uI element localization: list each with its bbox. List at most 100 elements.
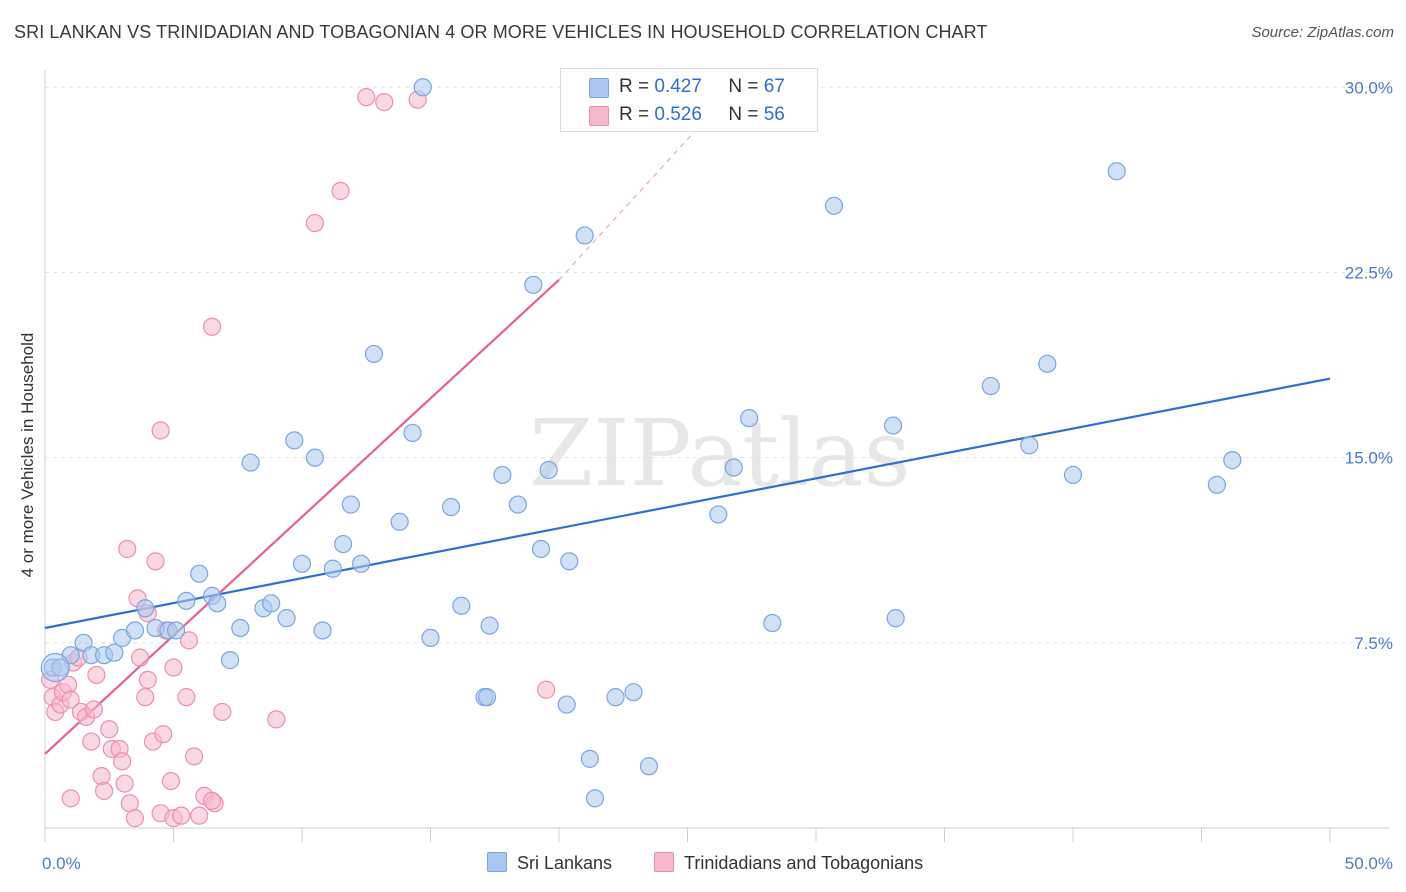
data-point-sri-lankans (390, 512, 409, 531)
data-point-sri-lankans (220, 651, 240, 670)
y-tick-label: 22.5% (1345, 263, 1393, 282)
data-point-sri-lankans (190, 564, 209, 583)
data-point-sri-lankans (560, 552, 579, 571)
x-tick-label: 0.0% (42, 854, 81, 873)
data-point-trinidadians (177, 688, 196, 707)
data-point-sri-lankans (364, 344, 384, 364)
data-point-sri-lankans (421, 628, 440, 647)
data-point-trinidadians (331, 181, 350, 201)
bottom-legend-trinidadians: Trinidadians and Tobagonians (654, 852, 923, 874)
bottom-legend-label: Trinidadians and Tobagonians (684, 853, 924, 873)
data-point-trinidadians (164, 658, 183, 677)
data-point-sri-lankans (292, 554, 312, 573)
data-point-sri-lankans (824, 196, 844, 215)
data-point-sri-lankans (166, 621, 186, 640)
data-point-trinidadians (202, 791, 222, 810)
bottom-legend-sri-lankans: Sri Lankans (487, 852, 612, 874)
data-point-sri-lankans (241, 453, 260, 472)
trend-line-trinidadians (44, 279, 560, 755)
data-point-trinidadians (82, 732, 101, 751)
legend-r-value: 0.427 (654, 76, 702, 97)
data-point-trinidadians (125, 809, 145, 828)
x-tick-labels: 0.0% 50.0% (42, 854, 1393, 873)
data-point-sri-lankans (539, 460, 558, 480)
data-point-sri-lankans (524, 275, 543, 294)
data-point-sri-lankans (575, 226, 594, 245)
trend-lines (44, 96, 1331, 755)
data-point-sri-lankans (883, 416, 903, 435)
data-point-sri-lankans (208, 594, 227, 613)
data-point-sri-lankans (1207, 475, 1227, 494)
legend-swatch-blue (589, 78, 609, 98)
data-point-trinidadians (154, 725, 173, 744)
data-point-sri-lankans (323, 559, 342, 578)
data-point-sri-lankans (1020, 436, 1039, 455)
data-point-trinidadians (151, 421, 170, 440)
legend-swatch-pink (589, 106, 609, 126)
data-point-trinidadians (136, 688, 155, 707)
data-point-trinidadians (190, 806, 209, 825)
y-tick-label: 30.0% (1345, 78, 1393, 97)
data-point-sri-lankans (580, 749, 599, 768)
grid-lines (45, 86, 1390, 644)
data-point-trinidadians (61, 690, 80, 709)
legend-n-value: 67 (763, 76, 785, 97)
trend-line-trinidadians-extension (558, 96, 727, 281)
legend-n-value: 56 (763, 104, 785, 125)
data-point-sri-lankans (341, 495, 360, 514)
data-point-trinidadians (305, 213, 324, 233)
data-point-trinidadians (202, 317, 222, 336)
y-tick-labels: 7.5% 15.0% 22.5% 30.0% (1345, 78, 1393, 653)
data-point-trinidadians (213, 702, 232, 722)
data-point-trinidadians (115, 774, 134, 793)
data-point-trinidadians (95, 781, 114, 801)
data-point-trinidadians (92, 767, 111, 786)
legend-r-label: R = (619, 76, 650, 97)
data-point-sri-lankans (639, 757, 659, 776)
data-point-sri-lankans (531, 539, 551, 559)
data-point-trinidadians (267, 710, 286, 729)
data-point-sri-lankans (886, 609, 905, 628)
data-point-trinidadians (146, 552, 165, 571)
data-point-sri-lankans (441, 497, 461, 517)
chart-title: SRI LANKAN VS TRINIDADIAN AND TOBAGONIAN… (14, 22, 988, 42)
data-point-trinidadians (184, 747, 204, 766)
data-point-sri-lankans (105, 643, 124, 662)
data-point-sri-lankans (606, 688, 625, 707)
data-point-sri-lankans (136, 599, 155, 618)
data-point-sri-lankans (740, 409, 759, 428)
data-point-sri-lankans (1038, 354, 1057, 373)
data-point-trinidadians (357, 88, 376, 107)
data-point-sri-lankans (1063, 465, 1083, 485)
data-point-sri-lankans (493, 465, 512, 485)
data-point-trinidadians (537, 680, 556, 699)
data-point-sri-lankans (709, 505, 728, 524)
data-point-sri-lankans (1107, 162, 1126, 181)
x-tick-label: 50.0% (1345, 854, 1393, 873)
source-label: Source: ZipAtlas.com (1251, 24, 1394, 41)
bottom-legend-swatch-pink (654, 852, 674, 872)
data-point-sri-lankans (313, 621, 332, 640)
legend: R = 0.427 N = 67 R = 0.526 N = 56 (560, 68, 818, 132)
data-point-sri-lankans (305, 448, 324, 467)
data-point-sri-lankans (413, 78, 432, 97)
legend-r-value: 0.526 (654, 104, 702, 125)
data-point-trinidadians (87, 665, 106, 685)
data-point-sri-lankans (125, 621, 145, 640)
bottom-legend-swatch-blue (487, 852, 507, 872)
data-point-trinidadians (179, 631, 199, 650)
legend-r-label: R = (619, 104, 650, 125)
data-point-trinidadians (84, 700, 103, 719)
data-point-sri-lankans (452, 596, 471, 615)
watermark: ZIPatlas (529, 400, 910, 507)
data-point-trinidadians (161, 771, 181, 791)
data-point-sri-lankans (231, 618, 250, 638)
data-point-sri-lankans (403, 423, 422, 443)
data-point-trinidadians (375, 92, 394, 112)
legend-n-label: N = (728, 76, 759, 97)
data-point-sri-lankans (557, 695, 576, 714)
data-point-sri-lankans (277, 609, 296, 628)
data-point-trinidadians (138, 670, 157, 689)
y-tick-label: 15.0% (1345, 449, 1393, 468)
